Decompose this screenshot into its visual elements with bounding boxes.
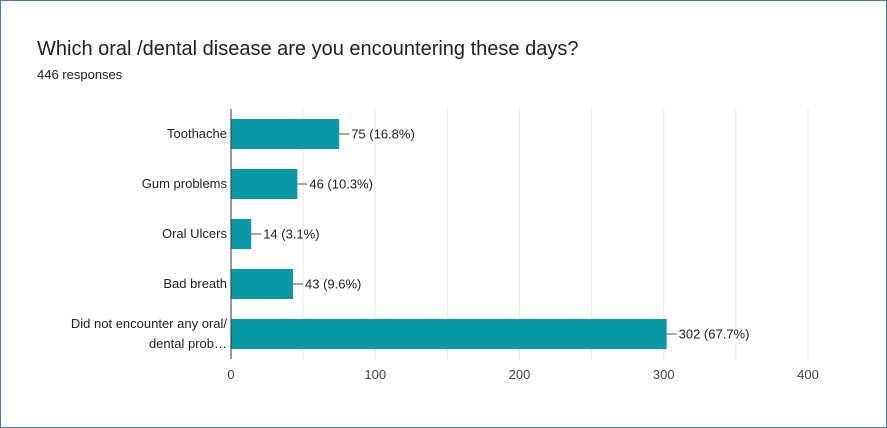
bar	[231, 119, 340, 149]
bar	[231, 169, 298, 199]
gridlines	[302, 109, 809, 359]
response-count: 446 responses	[37, 67, 123, 82]
data-label: 43 (9.6%)	[305, 277, 361, 292]
bar	[231, 269, 294, 299]
data-label: 14 (3.1%)	[263, 227, 319, 242]
labels: 0 100 200 300 400 Toothache 75 (16.8%) Gum prob…	[71, 126, 819, 382]
data-label: 46 (10.3%)	[309, 177, 373, 192]
x-tick-label: 300	[653, 367, 675, 382]
bar	[231, 219, 252, 249]
x-tick-label: 100	[364, 367, 386, 382]
bar	[231, 319, 667, 349]
data-label: 302 (67.7%)	[679, 327, 750, 342]
category-label: Bad breath	[163, 276, 227, 291]
category-label: Toothache	[167, 126, 227, 141]
data-label: 75 (16.8%)	[351, 127, 415, 142]
question-title: Which oral /dental disease are you encou…	[37, 38, 579, 60]
bars	[231, 119, 667, 349]
category-label: Oral Ulcers	[162, 226, 228, 241]
category-label: dental prob…	[149, 336, 227, 351]
category-label: Gum problems	[142, 176, 228, 191]
category-label: Did not encounter any oral/	[71, 316, 227, 331]
x-tick-label: 400	[797, 367, 819, 382]
x-tick-label: 200	[509, 367, 531, 382]
x-tick-label: 0	[227, 367, 234, 382]
